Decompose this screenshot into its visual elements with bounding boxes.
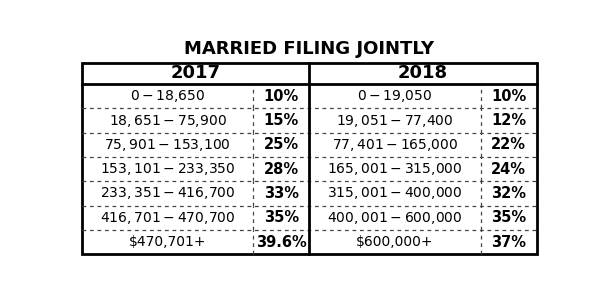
Text: 39.6%: 39.6%	[256, 235, 306, 250]
Text: 33%: 33%	[264, 186, 298, 201]
Text: $600,000+: $600,000+	[356, 235, 434, 249]
Text: $77,401 - $165,000: $77,401 - $165,000	[332, 137, 458, 153]
Text: MARRIED FILING JOINTLY: MARRIED FILING JOINTLY	[184, 40, 434, 58]
Text: 10%: 10%	[491, 89, 526, 104]
Text: $315,001 - $400,000: $315,001 - $400,000	[327, 186, 463, 202]
Text: $153,101 - $233,350: $153,101 - $233,350	[99, 161, 235, 177]
Text: $75,901 - $153,100: $75,901 - $153,100	[104, 137, 231, 153]
Text: 15%: 15%	[264, 113, 299, 128]
Bar	[81, 63, 537, 254]
Text: 2018: 2018	[398, 64, 448, 82]
Text: 10%: 10%	[264, 89, 299, 104]
Text: $19,051 - $77,400: $19,051 - $77,400	[336, 113, 453, 128]
Text: 32%: 32%	[491, 186, 526, 201]
Text: 12%: 12%	[491, 113, 526, 128]
Text: $165,001 - $315,000: $165,001 - $315,000	[327, 161, 463, 177]
Text: 35%: 35%	[264, 210, 298, 225]
Text: 2017: 2017	[170, 64, 220, 82]
Text: $470,701+: $470,701+	[128, 235, 206, 249]
Text: $0 - $18,650: $0 - $18,650	[130, 88, 205, 104]
Text: 24%: 24%	[491, 162, 526, 177]
Text: $18,651 - $75,900: $18,651 - $75,900	[109, 113, 226, 128]
Text: 28%: 28%	[264, 162, 298, 177]
Text: $416,701 - $470,700: $416,701 - $470,700	[99, 210, 235, 226]
Text: $233,351 - $416,700: $233,351 - $416,700	[99, 186, 235, 202]
Text: $400,001 - $600,000: $400,001 - $600,000	[327, 210, 463, 226]
Text: $0 - $19,050: $0 - $19,050	[357, 88, 432, 104]
Text: 35%: 35%	[491, 210, 526, 225]
Text: 37%: 37%	[491, 235, 526, 250]
Text: 22%: 22%	[491, 137, 526, 152]
Text: 25%: 25%	[264, 137, 298, 152]
